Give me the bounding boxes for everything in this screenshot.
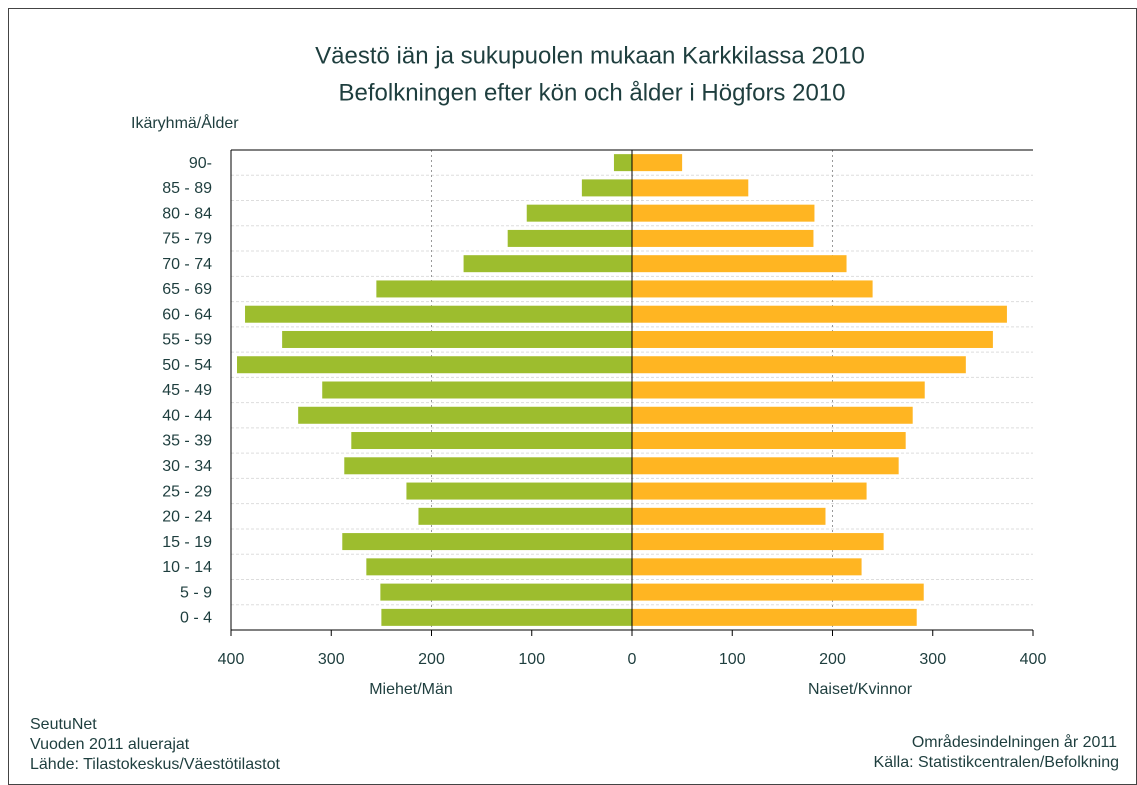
footer-left: Vuoden 2011 aluerajat (30, 736, 190, 753)
bar (632, 507, 826, 525)
bar (376, 280, 632, 298)
x-tick-label: 100 (719, 651, 746, 668)
bar (322, 381, 632, 399)
bar (632, 406, 913, 424)
y-tick-label: 15 - 19 (162, 534, 212, 551)
bar (632, 179, 749, 197)
y-tick-label: 50 - 54 (162, 357, 212, 374)
bar (632, 381, 925, 399)
y-tick-label: 10 - 14 (162, 559, 212, 576)
right-axis-label: Naiset/Kvinnor (808, 681, 913, 698)
bar (282, 330, 632, 348)
footer-left: Lähde: Tilastokeskus/Väestötilastot (30, 756, 280, 773)
y-tick-label: 30 - 34 (162, 458, 212, 475)
y-tick-label: 20 - 24 (162, 509, 212, 526)
x-tick-label: 300 (318, 651, 345, 668)
bar (632, 280, 873, 298)
x-tick-label: 400 (218, 651, 245, 668)
bar (380, 583, 632, 601)
bar (632, 482, 867, 500)
bar (632, 583, 924, 601)
bar (507, 229, 632, 247)
bar (632, 356, 966, 374)
bar (632, 204, 815, 222)
chart-subtitle: Befolkningen efter kön och ålder i Högfo… (339, 79, 846, 106)
y-tick-label: 75 - 79 (162, 231, 212, 248)
x-tick-label: 300 (919, 651, 946, 668)
chart-title: Väestö iän ja sukupuolen mukaan Karkkila… (315, 42, 865, 69)
y-tick-label: 40 - 44 (162, 407, 212, 424)
bar (613, 154, 632, 172)
bar (245, 305, 632, 323)
y-tick-label: 70 - 74 (162, 256, 212, 273)
bar (381, 608, 632, 626)
y-tick-label: 80 - 84 (162, 205, 212, 222)
x-tick-label: 100 (518, 651, 545, 668)
bar (366, 558, 632, 576)
x-tick-label: 200 (819, 651, 846, 668)
bar (632, 229, 814, 247)
bar (526, 204, 632, 222)
bar (632, 255, 847, 273)
left-axis-label: Miehet/Män (369, 681, 453, 698)
bar (418, 507, 632, 525)
bar (632, 608, 917, 626)
bar (298, 406, 632, 424)
bar (632, 154, 683, 172)
y-axis-label: Ikäryhmä/Ålder (131, 113, 239, 132)
y-tick-label: 55 - 59 (162, 332, 212, 349)
y-tick-label: 5 - 9 (180, 584, 212, 601)
bar (581, 179, 632, 197)
y-tick-label: 60 - 64 (162, 306, 212, 323)
x-tick-label: 0 (628, 651, 637, 668)
y-tick-label: 35 - 39 (162, 433, 212, 450)
bar (463, 255, 632, 273)
bar (344, 457, 632, 475)
bar (632, 305, 1007, 323)
bar (632, 432, 906, 450)
y-tick-label: 0 - 4 (180, 610, 212, 627)
bar (342, 533, 632, 551)
bar (632, 533, 884, 551)
y-tick-label: 90- (189, 155, 212, 172)
footer-right: Områdesindelningen år 2011 (912, 733, 1117, 751)
y-tick-label: 85 - 89 (162, 180, 212, 197)
footer-right: Källa: Statistikcentralen/Befolkning (874, 754, 1119, 771)
x-tick-label: 400 (1020, 651, 1047, 668)
y-tick-label: 45 - 49 (162, 382, 212, 399)
bar (632, 558, 862, 576)
y-tick-label: 65 - 69 (162, 281, 212, 298)
bar (351, 432, 632, 450)
y-tick-label: 25 - 29 (162, 483, 212, 500)
bar (406, 482, 632, 500)
bar (632, 457, 899, 475)
footer-left: SeutuNet (30, 716, 97, 733)
bar (237, 356, 632, 374)
x-tick-label: 200 (418, 651, 445, 668)
bar (632, 330, 993, 348)
